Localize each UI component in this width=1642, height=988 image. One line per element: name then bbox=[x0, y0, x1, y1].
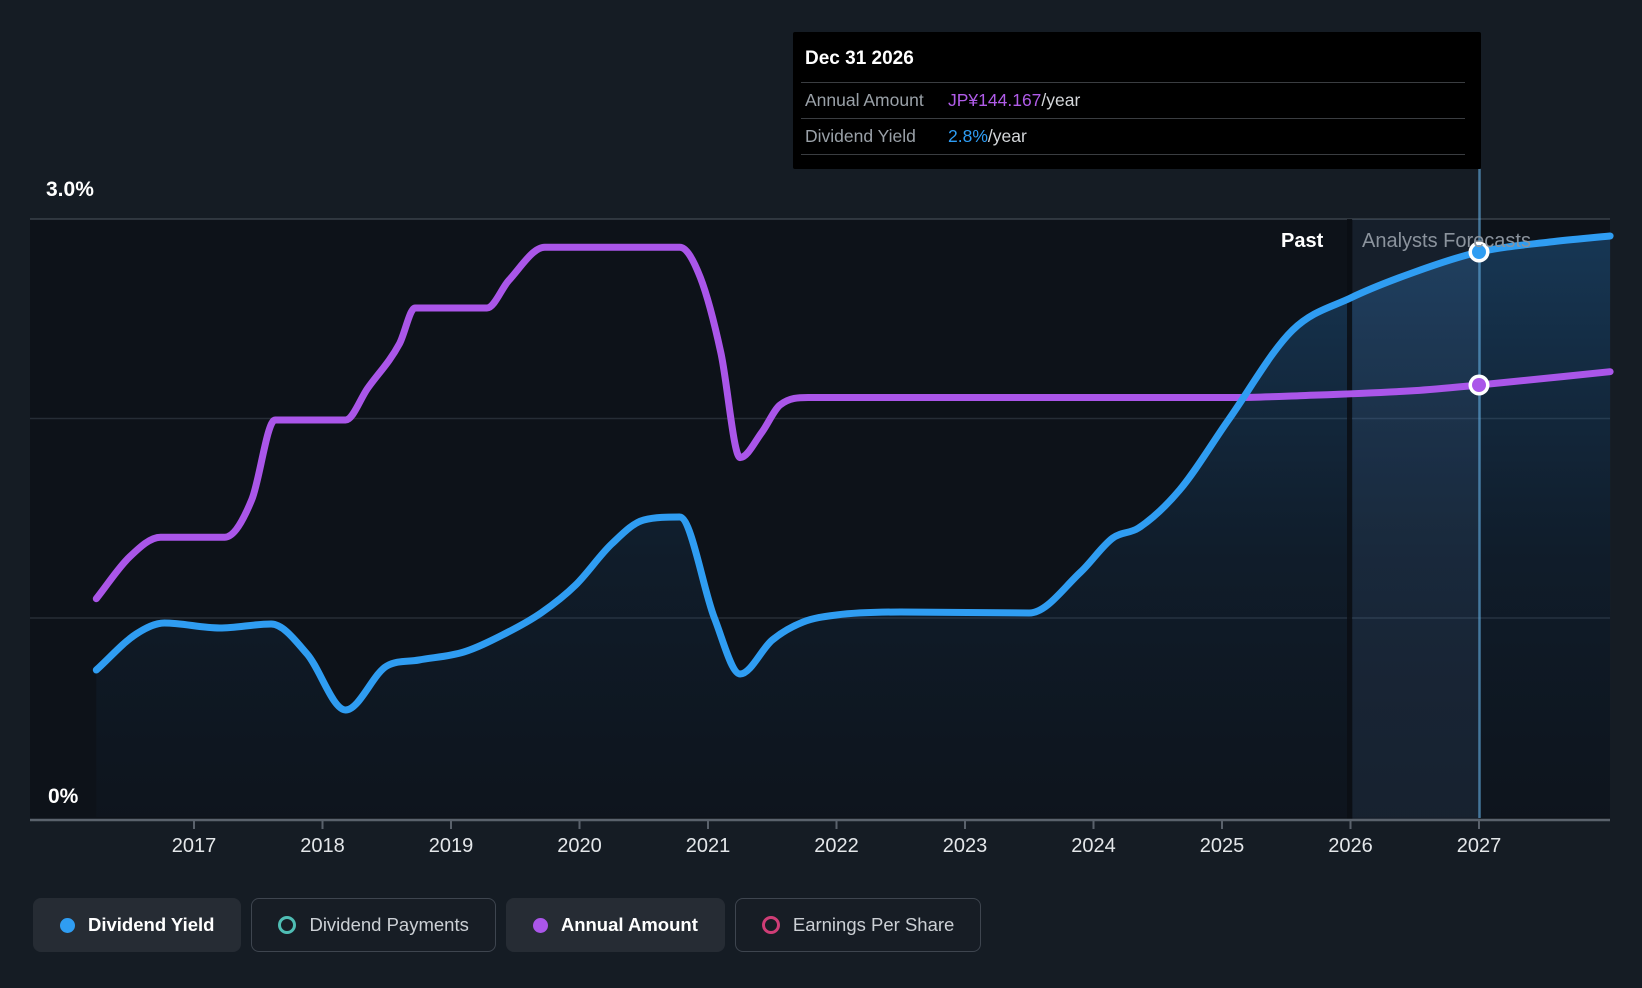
x-axis-label: 2019 bbox=[429, 835, 474, 857]
tooltip-row-label: Annual Amount bbox=[805, 90, 924, 110]
tooltip-row-suffix: /year bbox=[987, 126, 1027, 146]
x-axis-label: 2024 bbox=[1071, 835, 1116, 857]
filled-circle-icon bbox=[532, 917, 548, 933]
legend-chip-earnings-per-share[interactable]: Earnings Per Share bbox=[734, 898, 982, 952]
filled-circle-icon bbox=[60, 917, 75, 933]
open-circle-icon bbox=[278, 916, 297, 934]
tooltip-row-value: 2.8% bbox=[948, 126, 988, 146]
amount-marker[interactable] bbox=[1472, 378, 1486, 392]
legend-chip-annual-amount[interactable]: Annual Amount bbox=[505, 898, 725, 952]
legend-chip-dividend-payments[interactable]: Dividend Payments bbox=[251, 898, 496, 952]
y-axis-bottom-label: 0% bbox=[48, 785, 79, 808]
dividend-yield-line bbox=[92, 232, 1614, 714]
x-axis-label: 2018 bbox=[300, 835, 345, 857]
legend-chip-dividend-yield[interactable]: Dividend Yield bbox=[33, 898, 242, 952]
past-forecast-divider bbox=[1347, 219, 1352, 819]
dividend-yield-area bbox=[96, 236, 1611, 817]
yield-marker[interactable] bbox=[1472, 245, 1486, 259]
tooltip-row-value: JP¥144.167 bbox=[948, 90, 1042, 110]
legend-chip-label: Annual Amount bbox=[560, 914, 698, 935]
forecast-region-label: Analysts Forecasts bbox=[1362, 230, 1531, 252]
x-axis-labels: 2017 2018 2019 2020 2021 2022 2023 2024 2025 2026… bbox=[172, 835, 1502, 857]
tooltip-row-label: Dividend Yield bbox=[805, 126, 916, 146]
x-axis-label: 2027 bbox=[1457, 835, 1502, 857]
x-axis-label: 2020 bbox=[557, 835, 602, 857]
tooltip: Dec 31 2026 Annual Amount JP¥144.167/year… bbox=[793, 32, 1481, 169]
open-circle-icon bbox=[761, 916, 780, 934]
y-axis-top-label: 3.0% bbox=[46, 178, 94, 201]
tooltip-row: Dividend Yield 2.8%/year bbox=[801, 118, 1465, 154]
tooltip-rows: Annual Amount JP¥144.167/year Dividend Yie… bbox=[801, 82, 1465, 155]
x-axis-ticks bbox=[193, 821, 1480, 829]
x-axis-label: 2022 bbox=[814, 835, 859, 857]
x-axis-label: 2021 bbox=[686, 835, 731, 857]
x-axis-label: 2026 bbox=[1328, 835, 1373, 857]
legend-chip-label: Earnings Per Share bbox=[792, 914, 955, 935]
x-axis-label: 2023 bbox=[943, 835, 988, 857]
x-axis-label: 2017 bbox=[172, 835, 217, 857]
tooltip-row-suffix: /year bbox=[1041, 90, 1081, 110]
annual-amount-line bbox=[92, 243, 1614, 603]
legend-chip-label: Dividend Yield bbox=[88, 914, 215, 935]
x-axis-label: 2025 bbox=[1200, 835, 1245, 857]
forecast-highlight-band bbox=[1352, 219, 1480, 819]
tooltip-row: Annual Amount JP¥144.167/year bbox=[801, 82, 1465, 118]
past-region-label: Past bbox=[1281, 230, 1324, 252]
legend: Dividend Yield Dividend Payments Annual Am… bbox=[33, 898, 982, 952]
tooltip-date: Dec 31 2026 bbox=[805, 48, 914, 69]
x-axis: 2017 2018 2019 2020 2021 2022 2023 2024 2025 2026… bbox=[30, 818, 1610, 857]
legend-chip-label: Dividend Payments bbox=[309, 914, 469, 935]
